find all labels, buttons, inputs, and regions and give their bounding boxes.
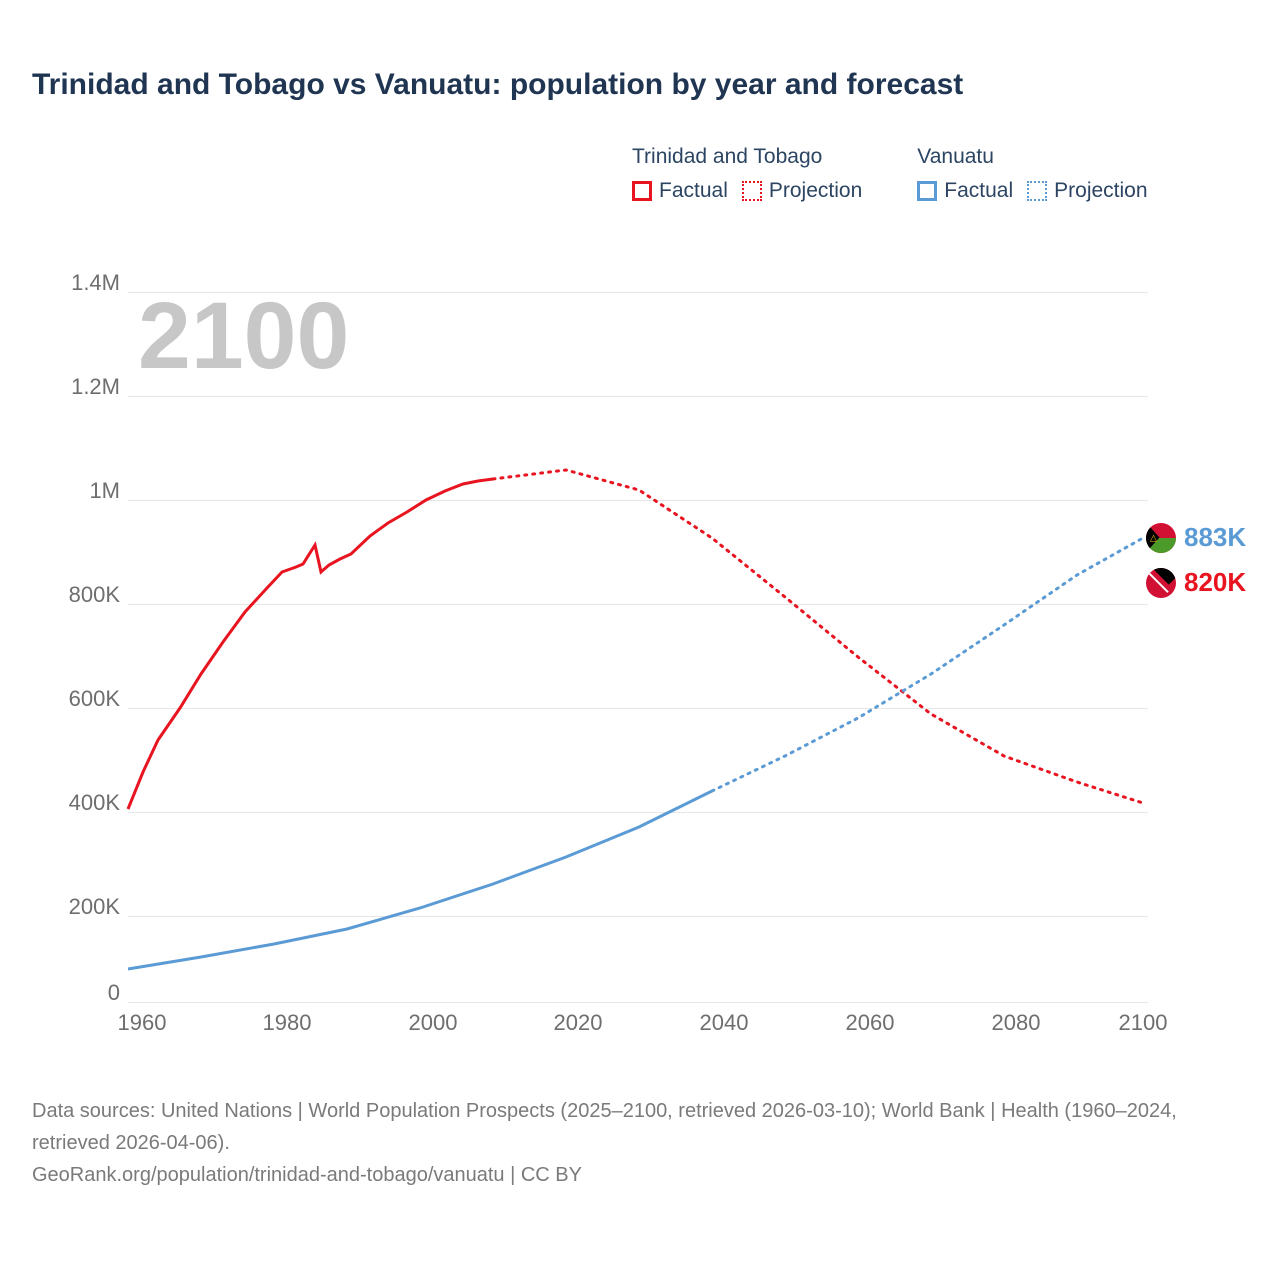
tt-projection-swatch: [742, 181, 762, 201]
y-tick-label: 200K: [60, 894, 120, 920]
x-tick-label: 2100: [1119, 1010, 1168, 1036]
y-tick-label: 1M: [60, 478, 120, 504]
vanuatu-factual-swatch: [917, 181, 937, 201]
footer-text: Data sources: United Nations | World Pop…: [32, 1095, 1252, 1191]
legend-item-vanuatu-projection[interactable]: Projection: [1027, 179, 1147, 203]
y-tick-label: 600K: [60, 686, 120, 712]
vanuatu-factual-line[interactable]: [128, 791, 712, 969]
vanuatu-projection-line[interactable]: [712, 538, 1143, 791]
legend-group-tt: Trinidad and Tobago Factual Projection: [632, 145, 862, 203]
x-tick-label: 1960: [118, 1010, 167, 1036]
tt-factual-swatch: [632, 181, 652, 201]
y-tick-label: 1.4M: [60, 270, 120, 296]
x-tick-label: 2080: [992, 1010, 1041, 1036]
legend-group-title-vanuatu: Vanuatu: [917, 145, 1147, 169]
legend: Trinidad and Tobago Factual Projection V…: [632, 145, 1148, 203]
y-tick-label: 800K: [60, 582, 120, 608]
legend-group-vanuatu: Vanuatu Factual Projection: [917, 145, 1147, 203]
x-tick-label: 2040: [700, 1010, 749, 1036]
x-tick-label: 2060: [846, 1010, 895, 1036]
x-tick-label: 1980: [263, 1010, 312, 1036]
x-tick-label: 2000: [409, 1010, 458, 1036]
gridline: [128, 1002, 1148, 1003]
y-tick-label: 1.2M: [60, 374, 120, 400]
vanuatu-projection-swatch: [1027, 181, 1047, 201]
legend-group-title-tt: Trinidad and Tobago: [632, 145, 862, 169]
legend-item-tt-projection[interactable]: Projection: [742, 179, 862, 203]
tt-factual-line[interactable]: [128, 479, 493, 809]
vanuatu-end-label: △ 883K: [1146, 522, 1246, 553]
page-title: Trinidad and Tobago vs Vanuatu: populati…: [32, 68, 963, 102]
legend-item-vanuatu-factual[interactable]: Factual: [917, 179, 1013, 203]
y-tick-label: 400K: [60, 790, 120, 816]
tt-end-label: 820K: [1146, 567, 1246, 598]
vanuatu-flag-icon: △: [1146, 523, 1176, 553]
tt-flag-icon: [1146, 568, 1176, 598]
y-tick-label: 0: [60, 980, 120, 1006]
chart-plot-area: 2100 Population 1.4M 1.2M 1M 800K 600K 4…: [128, 272, 1148, 1002]
legend-item-tt-factual[interactable]: Factual: [632, 179, 728, 203]
population-line-chart: [128, 272, 1148, 1002]
tt-projection-line[interactable]: [493, 470, 1143, 803]
x-tick-label: 2020: [554, 1010, 603, 1036]
